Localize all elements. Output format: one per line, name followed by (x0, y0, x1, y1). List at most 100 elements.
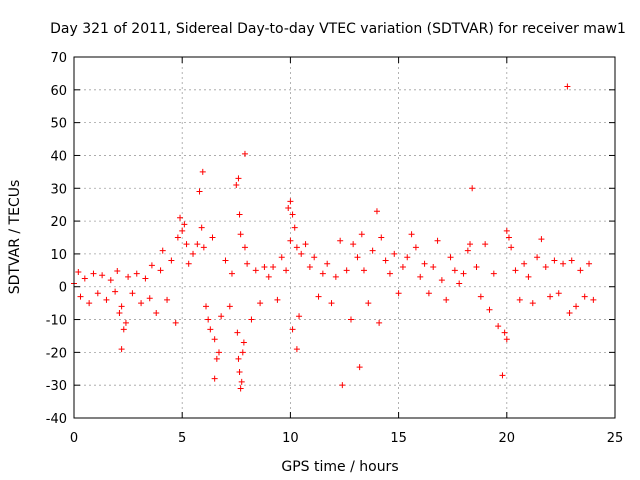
data-point (451, 267, 458, 274)
data-point (354, 254, 361, 261)
data-point (447, 254, 454, 261)
data-point (99, 272, 106, 279)
data-point (568, 257, 575, 264)
chart-title: Day 321 of 2011, Sidereal Day-to-day VTE… (50, 21, 626, 37)
data-point (183, 241, 190, 248)
data-point (291, 224, 298, 231)
data-point (77, 293, 84, 300)
data-point (376, 319, 383, 326)
data-point (261, 264, 268, 271)
data-point (311, 254, 318, 261)
x-tick-label: 20 (499, 431, 516, 446)
y-tick-label: 0 (59, 281, 67, 296)
data-point (503, 227, 510, 234)
data-point (116, 309, 123, 316)
data-point (306, 264, 313, 271)
y-tick-label: -10 (46, 314, 67, 329)
data-point (181, 221, 188, 228)
data-point (75, 268, 82, 275)
data-point (146, 295, 153, 302)
y-tick-label: 10 (50, 248, 67, 263)
data-point (190, 250, 197, 257)
data-point (421, 260, 428, 267)
data-point (395, 290, 402, 297)
data-point (90, 270, 97, 277)
data-point (168, 257, 175, 264)
data-point (328, 300, 335, 307)
data-point (566, 309, 573, 316)
data-point (542, 264, 549, 271)
data-point (120, 326, 127, 333)
data-point (240, 339, 247, 346)
data-point (350, 241, 357, 248)
data-point (555, 290, 562, 297)
data-point (185, 260, 192, 267)
data-point (358, 231, 365, 238)
data-point (211, 375, 218, 382)
data-point (516, 296, 523, 303)
data-point (525, 273, 532, 280)
data-point (347, 316, 354, 323)
data-point (235, 175, 242, 182)
data-point (477, 293, 484, 300)
data-point (508, 244, 515, 251)
data-point (257, 300, 264, 307)
data-point (521, 260, 528, 267)
data-point (81, 275, 88, 282)
data-point (319, 270, 326, 277)
data-point (153, 309, 160, 316)
data-point (159, 247, 166, 254)
data-point (142, 275, 149, 282)
data-point (386, 270, 393, 277)
data-point (577, 267, 584, 274)
data-point (456, 280, 463, 287)
data-point (86, 300, 93, 307)
data-point (289, 211, 296, 218)
data-point (125, 273, 132, 280)
data-point (226, 303, 233, 310)
data-point (365, 300, 372, 307)
data-point (179, 227, 186, 234)
data-point (285, 204, 292, 211)
data-point (296, 313, 303, 320)
data-point (495, 323, 502, 330)
data-point (177, 214, 184, 221)
data-point (547, 293, 554, 300)
data-point (244, 260, 251, 267)
data-point (360, 267, 367, 274)
data-point (430, 264, 437, 271)
y-tick-label: -40 (46, 412, 67, 427)
data-point (283, 267, 290, 274)
ticks-layer: 0 5 10 15 20 25 -40 -30 -20 -10 0 10 20 30 40 50 60 70 (46, 51, 624, 446)
data-point (399, 264, 406, 271)
data-point (573, 303, 580, 310)
data-point (222, 257, 229, 264)
data-point (378, 234, 385, 241)
data-point (373, 208, 380, 215)
data-point (501, 329, 508, 336)
y-tick-label: 30 (50, 182, 67, 197)
x-tick-label: 10 (282, 431, 299, 446)
y-tick-label: -20 (46, 346, 67, 361)
plot-frame (73, 56, 616, 419)
data-point (218, 313, 225, 320)
y-tick-label: 20 (50, 215, 67, 230)
x-axis-title: GPS time / hours (281, 459, 398, 475)
data-point (503, 336, 510, 343)
y-tick-label: 40 (50, 149, 67, 164)
data-point (534, 254, 541, 261)
data-point (324, 260, 331, 267)
x-tick-label: 5 (178, 431, 186, 446)
data-point (473, 264, 480, 271)
data-point (482, 241, 489, 248)
data-point (512, 267, 519, 274)
data-point (241, 244, 248, 251)
data-point (238, 378, 245, 385)
data-point (464, 247, 471, 254)
data-point (129, 290, 136, 297)
data-point (460, 270, 467, 277)
data-point (293, 244, 300, 251)
data-point (207, 326, 214, 333)
data-point (551, 257, 558, 264)
